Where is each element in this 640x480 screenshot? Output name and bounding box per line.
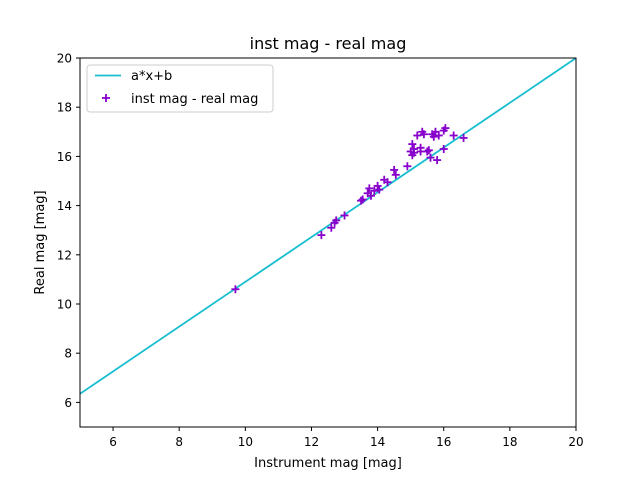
x-tick-label: 12 (304, 435, 319, 449)
scatter-points-layer (231, 124, 468, 294)
scatter-point (434, 131, 443, 140)
scatter-point (358, 195, 367, 204)
legend: a*x+b inst mag - real mag (86, 64, 274, 113)
scatter-point (419, 130, 428, 139)
scatter-point (317, 231, 326, 240)
x-tick-label: 10 (238, 435, 253, 449)
chart-title: inst mag - real mag (250, 34, 407, 53)
scatter-point (441, 124, 450, 133)
y-tick-label: 12 (57, 248, 72, 262)
legend-label-scatter: inst mag - real mag (131, 92, 258, 107)
scatter-point (424, 146, 433, 155)
y-tick-label: 18 (57, 101, 72, 115)
scatter-point (459, 133, 468, 142)
legend-box (86, 64, 274, 113)
y-tick-label: 20 (57, 52, 72, 66)
fit-line (80, 58, 576, 395)
scatter-point (340, 211, 349, 220)
y-tick-label: 16 (57, 150, 72, 164)
scatter-point (390, 165, 399, 174)
fit-line-layer (80, 58, 576, 395)
scatter-point (370, 186, 379, 195)
scatter-point (357, 196, 366, 205)
x-tick-label: 14 (370, 435, 385, 449)
y-tick-label: 14 (57, 199, 72, 213)
scatter-point (439, 145, 448, 154)
scatter-point (408, 140, 417, 149)
scatter-point (429, 132, 438, 141)
scatter-point (391, 170, 400, 179)
scatter-point (231, 285, 240, 294)
scatter-point (366, 191, 375, 200)
x-axis-label: Instrument mag [mag] (254, 456, 402, 471)
plot-frame (79, 57, 577, 428)
x-tick-label: 8 (175, 435, 183, 449)
scatter-point (332, 216, 341, 225)
x-tick-label: 20 (568, 435, 583, 449)
y-axis: 6 8 10 12 14 16 18 20 (57, 52, 80, 410)
plot-area (80, 58, 576, 427)
legend-marker-swatch (102, 94, 110, 102)
scatter-point (375, 185, 384, 194)
scatter-point (327, 223, 336, 232)
scatter-point (409, 148, 418, 157)
x-tick-label: 16 (436, 435, 451, 449)
legend-label-fit: a*x+b (131, 69, 172, 84)
x-axis: 6 8 10 12 14 16 18 20 (109, 427, 584, 449)
scatter-point (365, 184, 374, 193)
y-tick-label: 10 (57, 298, 72, 312)
y-axis-label: Real mag [mag] (33, 190, 48, 294)
scatter-point (426, 153, 435, 162)
scatter-point (413, 131, 422, 140)
x-tick-label: 18 (502, 435, 517, 449)
scatter-point (449, 131, 458, 140)
x-tick-label: 6 (109, 435, 117, 449)
y-tick-label: 8 (64, 347, 72, 361)
scatter-point (433, 156, 442, 165)
scatter-point (373, 181, 382, 190)
scatter-point (403, 162, 412, 171)
scatter-point (383, 178, 392, 187)
scatter-point (423, 147, 432, 156)
y-tick-label: 6 (64, 396, 72, 410)
